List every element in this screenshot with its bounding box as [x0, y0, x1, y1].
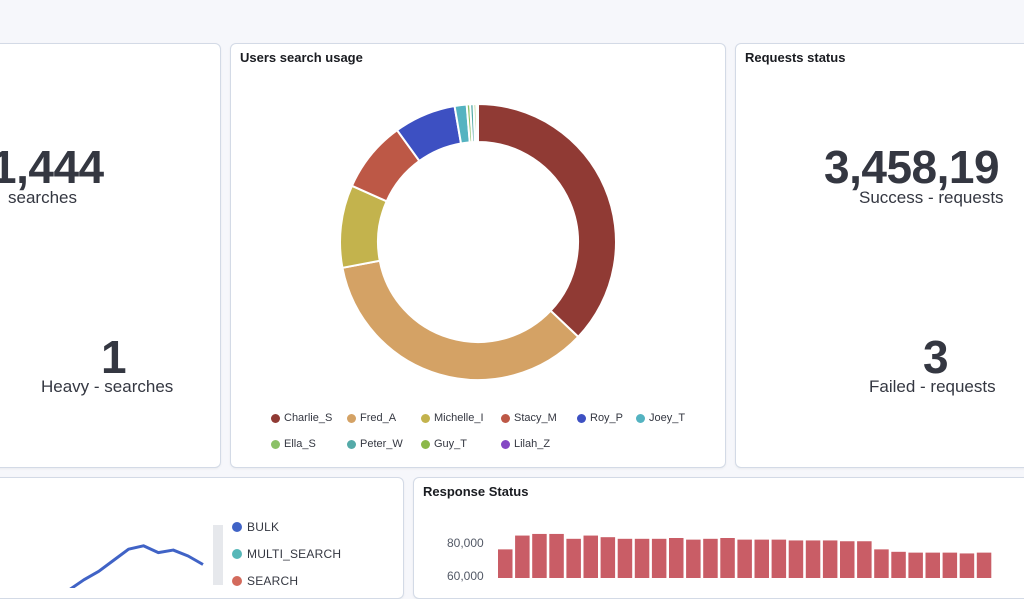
bar[interactable]	[600, 537, 616, 578]
bar[interactable]	[703, 538, 718, 578]
line-chart	[69, 544, 204, 588]
legend-scrollbar[interactable]	[213, 525, 223, 585]
donut-slice-fred-a[interactable]	[341, 259, 580, 381]
legend-label: Stacy_M	[514, 412, 557, 424]
donut-slice-charlie-s[interactable]	[477, 102, 617, 339]
legend-label: Fred_A	[360, 412, 397, 424]
bar[interactable]	[857, 541, 872, 578]
failed-requests-value: 3	[923, 331, 949, 383]
legend-label: Roy_P	[590, 412, 624, 424]
searches-metric-panel: 1,444 searches 1 Heavy - searches	[0, 43, 221, 468]
top-bar	[0, 0, 1024, 18]
bar[interactable]	[788, 540, 804, 578]
bar[interactable]	[566, 538, 581, 578]
bar[interactable]	[754, 539, 770, 578]
panel-title: Requests status	[745, 50, 846, 65]
legend-color-dot	[421, 413, 430, 423]
bar[interactable]	[874, 549, 889, 578]
heavy-searches-label: Heavy - searches	[41, 377, 174, 396]
bar[interactable]	[634, 538, 650, 578]
legend-label: SEARCH	[247, 574, 299, 588]
line-series-bulk[interactable]	[69, 544, 204, 588]
bar[interactable]	[942, 552, 958, 578]
legend-item-lilah-z[interactable]: Lilah_Z	[501, 438, 550, 450]
bar[interactable]	[532, 533, 547, 578]
bar[interactable]	[498, 549, 513, 578]
total-searches-value: 1,444	[0, 141, 104, 193]
legend-item-bulk[interactable]: BULK	[232, 520, 279, 534]
panel-title: Response Status	[423, 484, 529, 499]
bar[interactable]	[840, 541, 855, 578]
success-requests-value: 3,458,19	[824, 141, 1000, 193]
bar-chart	[498, 533, 992, 578]
bar[interactable]	[549, 533, 564, 578]
legend-label: Joey_T	[649, 412, 686, 424]
legend-color-dot	[421, 439, 430, 449]
bar[interactable]	[515, 535, 530, 578]
response-status-panel: Response Status 80,000 60,000	[413, 477, 1024, 599]
legend-label: Lilah_Z	[514, 438, 551, 450]
bar[interactable]	[908, 552, 923, 578]
bar[interactable]	[771, 539, 787, 578]
legend-color-dot	[347, 439, 356, 449]
total-searches-label: searches	[8, 188, 77, 207]
bar[interactable]	[737, 539, 752, 578]
legend-item-charlie-s[interactable]: Charlie_S	[271, 412, 332, 424]
legend-label: Guy_T	[434, 438, 468, 450]
legend-label: MULTI_SEARCH	[247, 547, 342, 561]
requests-status-panel: Requests status 3,458,19 Success - reque…	[735, 43, 1024, 468]
legend-label: BULK	[247, 520, 280, 534]
legend-color-dot	[232, 576, 242, 586]
bar[interactable]	[651, 538, 667, 578]
legend-item-multi-search[interactable]: MULTI_SEARCH	[232, 547, 341, 561]
legend-color-dot	[501, 439, 510, 449]
legend-item-roy-p[interactable]: Roy_P	[577, 412, 623, 424]
bar[interactable]	[976, 552, 992, 578]
y-tick-label: 80,000	[447, 536, 484, 550]
bar[interactable]	[959, 553, 975, 578]
bar[interactable]	[669, 538, 684, 578]
legend-color-dot	[271, 413, 280, 423]
bar[interactable]	[822, 540, 838, 578]
legend-item-fred-a[interactable]: Fred_A	[347, 412, 396, 424]
legend-item-michelle-i[interactable]: Michelle_I	[421, 412, 484, 424]
bar[interactable]	[720, 538, 735, 578]
failed-requests-label: Failed - requests	[869, 377, 996, 396]
legend-item-guy-t[interactable]: Guy_T	[421, 438, 467, 450]
bar[interactable]	[617, 538, 633, 578]
legend-color-dot	[577, 413, 586, 423]
donut-slice-lilah-z[interactable]	[475, 102, 479, 144]
bar[interactable]	[583, 535, 599, 578]
legend-label: Charlie_S	[284, 412, 333, 424]
bar[interactable]	[925, 552, 941, 578]
legend-color-dot	[232, 522, 242, 532]
success-requests-label: Success - requests	[859, 188, 1004, 207]
legend-item-joey-t[interactable]: Joey_T	[636, 412, 685, 424]
legend-label: Ella_S	[284, 438, 316, 450]
legend-color-dot	[347, 413, 356, 423]
legend-color-dot	[271, 439, 280, 449]
legend-item-stacy-m[interactable]: Stacy_M	[501, 412, 557, 424]
search-types-panel: BULK MULTI_SEARCH SEARCH	[0, 477, 404, 599]
legend-item-peter-w[interactable]: Peter_W	[347, 438, 403, 450]
legend-color-dot	[636, 413, 645, 423]
heavy-searches-value: 1	[101, 331, 127, 383]
bar[interactable]	[891, 551, 906, 578]
legend-color-dot	[501, 413, 510, 423]
legend-item-search[interactable]: SEARCH	[232, 574, 298, 588]
legend-label: Michelle_I	[434, 412, 484, 424]
bar[interactable]	[686, 539, 701, 578]
legend-label: Peter_W	[360, 438, 403, 450]
legend-item-ella-s[interactable]: Ella_S	[271, 438, 316, 450]
donut-chart	[339, 102, 617, 381]
users-search-usage-panel: Users search usage Charlie_S Fred_A Michel…	[230, 43, 726, 468]
panel-title: Users search usage	[240, 50, 363, 65]
bar[interactable]	[805, 540, 821, 578]
legend-color-dot	[232, 549, 242, 559]
